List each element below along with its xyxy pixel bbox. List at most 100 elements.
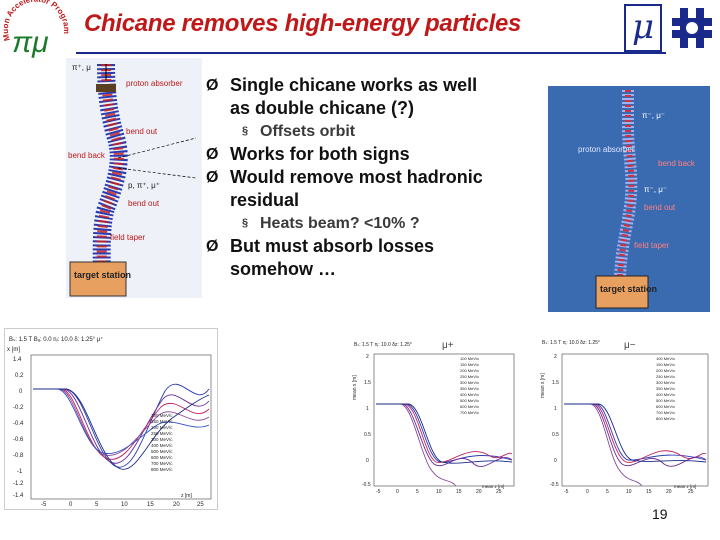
trajectory-plot-2: Bₛ: 1.5 T nⱼ: 10.0 δz: 1.25° μ+ mean x [… xyxy=(350,338,522,496)
svg-text:-1.2: -1.2 xyxy=(13,481,24,487)
svg-text:250 MeV/c: 250 MeV/c xyxy=(460,374,479,379)
svg-text:600 MeV/c: 600 MeV/c xyxy=(151,455,173,460)
svg-text:150 MeV/c: 150 MeV/c xyxy=(656,362,675,367)
target-station-box xyxy=(595,275,649,309)
svg-text:200 MeV/c: 200 MeV/c xyxy=(151,425,173,430)
svg-text:0.5: 0.5 xyxy=(364,432,371,438)
plot-header: Bₛ: 1.5 T nⱼ: 10.0 δz: 1.25° xyxy=(542,340,600,346)
bend-out-label: bend out xyxy=(128,199,160,208)
svg-text:20: 20 xyxy=(476,489,482,495)
svg-text:0: 0 xyxy=(366,458,369,464)
svg-text:100 MeV/c: 100 MeV/c xyxy=(656,356,675,361)
plot-sign: μ+ xyxy=(442,340,454,351)
svg-text:-0.6: -0.6 xyxy=(13,437,24,443)
svg-text:0: 0 xyxy=(69,502,73,508)
svg-text:700 MeV/c: 700 MeV/c xyxy=(460,410,479,415)
svg-text:-0.4: -0.4 xyxy=(13,421,24,427)
target-station-label: target station xyxy=(600,284,657,294)
bend-out-label: bend out xyxy=(126,127,158,136)
svg-text:0: 0 xyxy=(19,389,23,395)
plot-legend: 100 MeV/c 150 MeV/c 200 MeV/c 250 MeV/c … xyxy=(656,356,675,421)
svg-text:15: 15 xyxy=(147,502,154,508)
svg-text:100 MeV/c: 100 MeV/c xyxy=(151,413,173,418)
particles-label: p, π⁺, μ⁺ xyxy=(128,181,160,190)
svg-text:25: 25 xyxy=(197,502,204,508)
svg-text:0.5: 0.5 xyxy=(552,432,559,438)
svg-text:1.5: 1.5 xyxy=(552,380,559,386)
svg-text:200 MeV/c: 200 MeV/c xyxy=(460,368,479,373)
target-station-box xyxy=(69,261,127,297)
plot-header: Bₛ: 1.5 T nⱼ: 10.0 δz: 1.25° xyxy=(354,342,412,348)
svg-text:800 MeV/c: 800 MeV/c xyxy=(151,467,173,472)
svg-text:350 MeV/c: 350 MeV/c xyxy=(656,386,675,391)
svg-text:5: 5 xyxy=(95,502,99,508)
field-taper-label: field taper xyxy=(634,241,669,250)
svg-text:0: 0 xyxy=(586,489,589,495)
logo-symbol: πμ xyxy=(12,26,49,59)
plot-legend: 100 MeV/c 150 MeV/c 200 MeV/c 250 MeV/c … xyxy=(460,356,479,415)
svg-text:0.2: 0.2 xyxy=(15,373,24,379)
y-ticks: 2 1.5 1 0.5 0 -0.5 xyxy=(362,354,371,488)
svg-text:0: 0 xyxy=(554,458,557,464)
y-axis-label: x [m] xyxy=(7,347,20,353)
bullet-item: Ø Works for both signs xyxy=(206,144,410,164)
x-ticks: -5 0 5 10 15 20 25 xyxy=(376,489,502,495)
y-axis-label: mean x [m] xyxy=(540,373,546,398)
fermilab-logo xyxy=(672,8,712,48)
svg-text:700 MeV/c: 700 MeV/c xyxy=(656,410,675,415)
svg-text:20: 20 xyxy=(666,489,672,495)
svg-text:2: 2 xyxy=(554,354,557,360)
target-station-label: target station xyxy=(74,270,131,280)
svg-text:500 MeV/c: 500 MeV/c xyxy=(656,398,675,403)
slide-title: Chicane removes high-energy particles xyxy=(84,10,522,37)
svg-text:300 MeV/c: 300 MeV/c xyxy=(460,380,479,385)
bullet-list: Ø Single chicane works as well as double … xyxy=(206,74,496,281)
svg-text:2: 2 xyxy=(366,354,369,360)
sub-bullet-item: § Heats beam? <10% ? xyxy=(242,215,420,232)
mu-logo: μ xyxy=(624,4,662,52)
proton-absorber-block xyxy=(96,84,116,92)
svg-text:15: 15 xyxy=(646,489,652,495)
proton-absorber-label: proton absorber xyxy=(578,145,635,154)
map-logo: Muon Accelerator Program πμ xyxy=(1,0,71,59)
svg-text:-5: -5 xyxy=(564,489,569,495)
bullet-item: Ø But must absorb losses somehow … xyxy=(206,236,435,279)
svg-text:-1: -1 xyxy=(17,469,23,475)
x-axis-label: mean z [m] xyxy=(674,484,696,489)
svg-text:500 MeV/c: 500 MeV/c xyxy=(460,398,479,403)
trajectory-plot-1: Bₛ: 1.5 T Bₐ: 0.0 nⱼ: 10.0 δ: 1.25° μ⁺ x… xyxy=(4,328,218,510)
svg-text:500 MeV/c: 500 MeV/c xyxy=(151,449,173,454)
svg-text:-0.5: -0.5 xyxy=(362,482,371,488)
svg-text:200 MeV/c: 200 MeV/c xyxy=(656,368,675,373)
bend-back-label: bend back xyxy=(658,159,696,168)
svg-text:0: 0 xyxy=(396,489,399,495)
trajectory-curves xyxy=(564,403,707,487)
x-axis-label: mean z [m] xyxy=(482,484,504,489)
svg-text:150 MeV/c: 150 MeV/c xyxy=(151,419,173,424)
particles-label: π⁻, μ⁻ xyxy=(644,185,667,194)
bullet-item: Ø Would remove most hadronic residual xyxy=(206,167,483,210)
field-taper-label: field taper xyxy=(110,233,145,242)
svg-text:-1.4: -1.4 xyxy=(13,493,24,499)
svg-text:1.5: 1.5 xyxy=(364,380,371,386)
svg-text:25: 25 xyxy=(496,489,502,495)
y-ticks: 1.4 0.2 0 -0.2 -0.4 -0.6 -0.8 -1 -1.2 -1… xyxy=(13,357,24,499)
svg-text:600 MeV/c: 600 MeV/c xyxy=(460,404,479,409)
svg-text:300 MeV/c: 300 MeV/c xyxy=(151,437,173,442)
beam-label: π⁺, μ xyxy=(72,63,91,72)
svg-text:300 MeV/c: 300 MeV/c xyxy=(656,380,675,385)
svg-text:10: 10 xyxy=(436,489,442,495)
proton-absorber-label: proton absorber xyxy=(126,79,183,88)
x-axis-label: z [m] xyxy=(181,493,192,499)
svg-text:15: 15 xyxy=(456,489,462,495)
svg-text:1: 1 xyxy=(554,406,557,412)
x-ticks: -5 0 5 10 15 20 25 xyxy=(564,489,694,495)
svg-text:100 MeV/c: 100 MeV/c xyxy=(460,356,479,361)
svg-text:10: 10 xyxy=(121,502,128,508)
svg-text:-5: -5 xyxy=(376,489,381,495)
page-number: 19 xyxy=(652,506,668,522)
svg-text:5: 5 xyxy=(416,489,419,495)
svg-text:400 MeV/c: 400 MeV/c xyxy=(151,443,173,448)
title-rule xyxy=(76,52,666,54)
y-ticks: 2 1.5 1 0.5 0 -0.5 xyxy=(550,354,559,488)
